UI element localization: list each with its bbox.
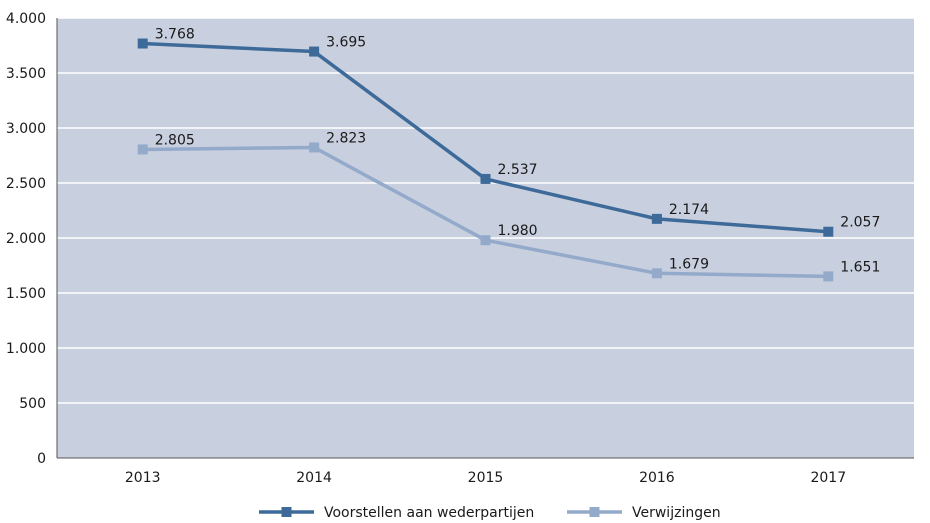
data-label: 1.651: [840, 259, 880, 275]
data-label: 2.537: [498, 162, 538, 178]
x-tick-label: 2013: [125, 470, 161, 486]
data-point-marker: [137, 144, 148, 155]
data-point-marker: [309, 46, 320, 57]
data-label: 2.057: [840, 215, 880, 231]
y-tick-label: 4.000: [6, 11, 46, 27]
data-point-marker: [823, 226, 834, 237]
y-tick-label: 2.000: [6, 231, 46, 247]
data-label: 1.679: [669, 256, 709, 272]
data-point-marker: [137, 38, 148, 49]
x-tick-label: 2016: [639, 470, 675, 486]
x-tick-label: 2015: [468, 470, 504, 486]
data-label: 3.768: [155, 27, 195, 43]
y-tick-label: 3.500: [6, 66, 46, 82]
y-tick-label: 2.500: [6, 176, 46, 192]
legend-label: Verwijzingen: [632, 505, 721, 521]
y-tick-label: 500: [19, 396, 46, 412]
legend-label: Voorstellen aan wederpartijen: [324, 505, 534, 521]
legend: Voorstellen aan wederpartijen Verwijzinge…: [259, 505, 721, 521]
data-label: 3.695: [326, 35, 366, 51]
data-point-marker: [480, 173, 491, 184]
data-point-marker: [651, 213, 662, 224]
gridlines: [57, 17, 914, 404]
series-lines: [137, 38, 834, 282]
y-tick-label: 0: [37, 451, 46, 467]
data-point-marker: [309, 142, 320, 153]
y-tick-label: 1.500: [6, 286, 46, 302]
x-tick-label: 2014: [296, 470, 332, 486]
data-point-marker: [480, 235, 491, 246]
y-tick-label: 3.000: [6, 121, 46, 137]
y-axis-ticks: 0 500 1.000 1.500 2.000 2.500 3.000 3.500 4.000: [6, 11, 914, 467]
data-labels: 2.805 2.823 1.980 1.679 1.651 3.768 3.695 2.537…: [155, 27, 881, 276]
legend-marker: [281, 507, 292, 517]
data-point-marker: [651, 268, 662, 279]
x-axis-ticks: 2013 2014 2015 2016 2017: [125, 470, 846, 486]
data-label: 2.823: [326, 130, 366, 146]
legend-marker: [589, 507, 600, 517]
data-label: 2.174: [669, 202, 709, 218]
y-tick-label: 1.000: [6, 341, 46, 357]
x-tick-label: 2017: [810, 470, 846, 486]
data-point-marker: [823, 271, 834, 282]
data-label: 1.980: [498, 223, 538, 239]
data-label: 2.805: [155, 132, 195, 148]
